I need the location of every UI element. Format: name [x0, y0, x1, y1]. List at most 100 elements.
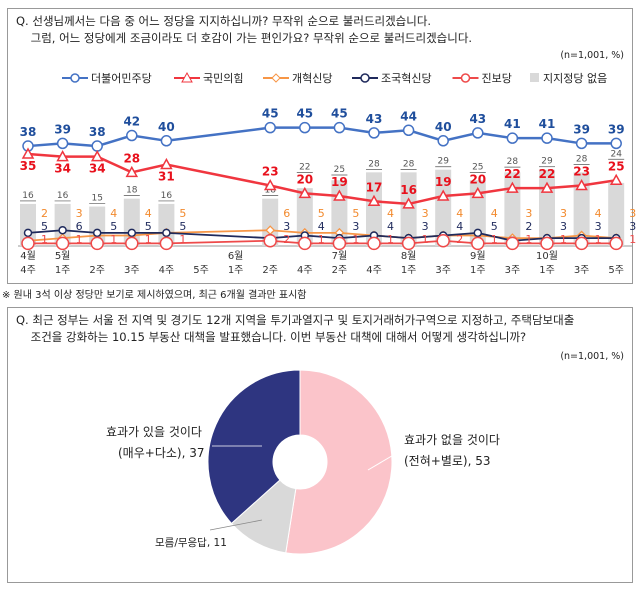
data-label-series-4: 1 [318, 233, 325, 246]
data-label-series-2: 3 [629, 207, 636, 220]
bar-label-no-party: 28 [507, 157, 519, 167]
point-marker-circle [299, 121, 311, 134]
point-marker-circle [506, 132, 519, 144]
pie-label-effective-value: (매우+다소), 37 [118, 446, 205, 460]
pie-slice-0 [285, 369, 393, 555]
data-label-series-3: 3 [629, 220, 636, 233]
point-marker-circle [471, 236, 485, 251]
x-tick-label-week: 3주 [435, 265, 451, 276]
point-marker-triangle [160, 157, 173, 170]
x-tick-label-week: 2주 [332, 265, 348, 276]
point-marker-circle [263, 233, 277, 248]
data-label-series-0: 45 [331, 107, 348, 121]
x-tick-label-week: 1주 [55, 265, 71, 276]
legend-label: 더불어민주당 [91, 72, 152, 85]
point-marker-circle [126, 129, 138, 142]
data-label-series-4: 1 [629, 233, 636, 246]
party-support-panel: Q. 선생님께서는 다음 중 어느 정당을 지지하십니까? 무작위 순으로 불러… [7, 8, 633, 284]
footnote: ※ 원내 3석 이상 정당만 보기로 제시하였으며, 최근 6개월 결과만 표시… [2, 290, 307, 301]
bar-no-party [296, 188, 313, 246]
data-label-series-0: 41 [539, 117, 556, 131]
point-marker-triangle [333, 189, 346, 201]
data-label-series-0: 41 [504, 117, 521, 131]
bar-label-no-party: 29 [541, 157, 553, 167]
series-line-2 [27, 229, 617, 242]
question-1: Q. 선생님께서는 다음 중 어느 정당을 지지하십니까? 무작위 순으로 불러… [16, 13, 472, 47]
bar-label-no-party: 28 [403, 159, 415, 169]
bar-no-party [400, 172, 417, 246]
point-marker-circle [472, 127, 484, 139]
point-marker-circle [21, 236, 35, 251]
data-label-series-2: 5 [318, 207, 325, 220]
point-marker-circle [55, 236, 70, 251]
point-marker-circle [575, 137, 588, 150]
pie-label-unknown: 모름/무응답, 11 [155, 537, 227, 549]
x-tick-label-month: 6월 [228, 250, 244, 262]
data-label-series-2: 5 [179, 207, 186, 220]
bar-label-no-party: 16 [22, 191, 34, 201]
legend-label: 지지정당 없음 [543, 72, 607, 85]
data-label-series-3: 3 [560, 220, 567, 233]
data-label-series-0: 39 [573, 122, 590, 136]
bar-label-no-party: 16 [161, 191, 173, 201]
data-label-series-3: 3 [352, 220, 359, 233]
data-label-series-3: 5 [491, 220, 498, 233]
x-tick-label-month: 9월 [470, 250, 486, 262]
data-label-series-1: 20 [469, 172, 486, 186]
point-marker-circle [609, 236, 623, 251]
x-tick-label-week: 4주 [297, 265, 313, 276]
bar-no-party [435, 169, 452, 246]
data-label-series-2: 4 [145, 207, 152, 220]
bar-label-no-party: 24 [610, 149, 622, 159]
data-label-series-4: 1 [422, 233, 429, 246]
data-label-series-3: 2 [525, 220, 532, 233]
bar-label-no-party: 25 [472, 162, 483, 172]
point-marker-triangle [367, 194, 381, 207]
pie-label-ineffective: 효과가 없을 것이다 (전혀+별로), 53 [404, 430, 500, 472]
point-marker-triangle [125, 165, 139, 178]
x-tick-label-week: 2주 [262, 265, 278, 276]
point-marker-triangle [471, 186, 485, 199]
point-marker-circle [23, 228, 33, 238]
data-label-series-0: 45 [262, 107, 279, 121]
bar-label-no-party: 16 [57, 191, 69, 201]
legend-marker-diamond [271, 73, 281, 83]
bar-label-no-party: 28 [368, 159, 380, 169]
point-marker-circle [332, 236, 347, 251]
data-label-series-3: 4 [456, 220, 463, 233]
question-1-line-2: 그럼, 어느 정당에게 조금이라도 더 호감이 가는 편인가요? 무작위 순으로… [16, 31, 473, 45]
data-label-series-1: 35 [20, 159, 37, 173]
data-label-series-0: 43 [366, 112, 383, 126]
series-line-3 [27, 229, 617, 242]
data-label-series-2: 3 [525, 207, 532, 220]
data-label-series-0: 38 [89, 125, 106, 139]
x-tick-label-week: 2주 [89, 265, 105, 276]
point-marker-circle [574, 236, 589, 251]
bar-label-no-party: 18 [126, 186, 138, 196]
x-tick-label-week: 4주 [366, 265, 382, 276]
data-label-series-1: 16 [400, 183, 417, 197]
pie-leader-ineffective [367, 449, 403, 471]
bar-label-no-party: 15 [91, 194, 102, 204]
x-tick-label-week: 3주 [124, 265, 140, 276]
x-tick-label-week: 3주 [505, 265, 521, 276]
data-label-series-3: 4 [318, 220, 325, 233]
question-2: Q. 최근 정부는 서울 전 지역 및 경기도 12개 지역을 투기과열지구 및… [16, 312, 574, 346]
data-label-series-4: 1 [145, 233, 152, 246]
data-label-series-1: 23 [573, 165, 590, 179]
bar-no-party [573, 172, 590, 246]
point-marker-triangle [436, 189, 450, 201]
pie-slice-2 [207, 369, 301, 525]
sample-size-1: (n=1,001, %) [560, 50, 624, 61]
point-marker-circle [264, 121, 276, 134]
bar-label-no-party: 28 [576, 155, 588, 165]
pie-label-ineffective-title: 효과가 없을 것이다 [404, 433, 500, 447]
legend-marker-triangle [181, 71, 193, 83]
data-label-series-0: 40 [158, 120, 175, 134]
bar-no-party [20, 203, 36, 246]
data-label-series-2: 5 [352, 207, 359, 220]
data-label-series-0: 44 [400, 109, 417, 123]
data-label-series-1: 22 [504, 167, 521, 181]
point-marker-circle [127, 228, 137, 238]
data-label-series-3: 3 [595, 220, 602, 233]
